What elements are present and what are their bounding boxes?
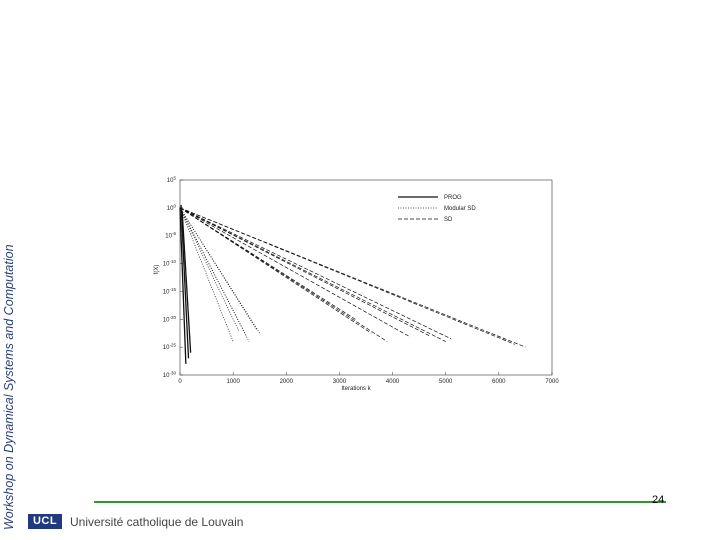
legend-label-2: Modular SD (444, 206, 476, 212)
x-tick-label: 2000 (280, 379, 294, 385)
x-tick-label: 3000 (333, 379, 347, 385)
legend-label-3: SD (444, 217, 453, 223)
y-tick-label: 10-30 (163, 371, 177, 380)
series-sd-curve-5 (179, 207, 430, 337)
x-tick-label: 0 (178, 379, 182, 385)
page-number: 24 (652, 494, 665, 506)
y-tick-label: 10-25 (163, 343, 177, 352)
series-prog-curve-3 (181, 210, 192, 353)
series-modular-sd-curve-4 (179, 207, 250, 342)
x-axis-label: Iterations k (341, 386, 371, 392)
plot-frame (179, 179, 553, 376)
series-sd-curve-9 (179, 207, 526, 348)
chart-curves (179, 205, 526, 364)
series-sd-curve-1 (179, 207, 356, 320)
chart-legend: PROG Modular SD SD (398, 195, 476, 223)
series-sd-curve-7 (179, 207, 452, 340)
series-modular-sd-curve-1 (179, 207, 234, 342)
series-sd-curve-4 (179, 207, 409, 337)
series-sd-curve-3 (179, 207, 388, 342)
y-tick-label: 10-20 (163, 315, 177, 324)
y-tick-label: 105 (167, 176, 177, 185)
y-tick-label: 10-15 (163, 287, 177, 296)
x-tick-label: 5000 (439, 379, 453, 385)
university-name: Université catholique de Louvain (70, 515, 244, 529)
y-tick-label: 10-10 (163, 259, 177, 268)
x-tick-label: 7000 (545, 379, 559, 385)
series-sd-curve-6 (179, 207, 446, 342)
series-prog-curve-1 (179, 207, 187, 364)
chart-axes: 0 1000 2000 3000 4000 5000 6000 7000 105 100 10-5 1… (154, 176, 559, 393)
slide-side-title: Workshop on Dynamical Systems and Comput… (2, 244, 16, 530)
ucl-logo: UCL (28, 514, 62, 529)
convergence-chart: 0 1000 2000 3000 4000 5000 6000 7000 105 100 10-5 1… (154, 176, 559, 393)
y-tick-label: 10-5 (165, 231, 176, 240)
series-modular-sd-curve-5 (179, 207, 258, 331)
series-prog-curve-2 (180, 205, 190, 359)
series-sd-curve-2 (179, 207, 372, 334)
x-tick-label: 4000 (386, 379, 400, 385)
x-tick-label: 1000 (226, 379, 240, 385)
series-modular-sd-curve-6 (179, 207, 261, 334)
footer-rule (94, 501, 666, 503)
legend-label-1: PROG (444, 195, 462, 201)
y-axis-label: f(X) (154, 265, 160, 275)
series-modular-sd-curve-2 (179, 207, 239, 331)
x-tick-label: 6000 (492, 379, 506, 385)
y-tick-label: 100 (167, 203, 177, 212)
